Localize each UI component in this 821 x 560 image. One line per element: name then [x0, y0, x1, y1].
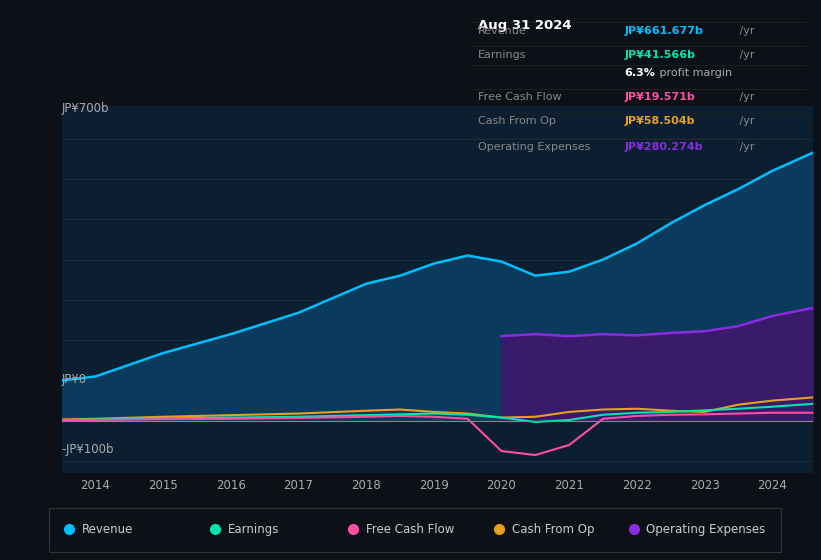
Text: Earnings: Earnings: [478, 50, 526, 60]
Text: Operating Expenses: Operating Expenses: [478, 142, 590, 152]
Text: Revenue: Revenue: [478, 26, 526, 36]
Text: JP¥41.566b: JP¥41.566b: [624, 50, 695, 60]
Text: /yr: /yr: [736, 26, 754, 36]
Text: JP¥280.274b: JP¥280.274b: [624, 142, 703, 152]
Text: Operating Expenses: Operating Expenses: [646, 522, 765, 536]
Text: profit margin: profit margin: [656, 68, 732, 78]
Text: JP¥19.571b: JP¥19.571b: [624, 92, 695, 102]
Text: Revenue: Revenue: [82, 522, 134, 536]
Text: /yr: /yr: [736, 142, 754, 152]
Text: 6.3%: 6.3%: [624, 68, 655, 78]
Text: Free Cash Flow: Free Cash Flow: [478, 92, 562, 102]
Text: JP¥661.677b: JP¥661.677b: [624, 26, 704, 36]
Text: /yr: /yr: [736, 50, 754, 60]
Text: Earnings: Earnings: [228, 522, 279, 536]
Text: /yr: /yr: [736, 116, 754, 126]
Text: Cash From Op: Cash From Op: [511, 522, 594, 536]
Text: -JP¥100b: -JP¥100b: [62, 444, 114, 456]
Text: /yr: /yr: [736, 92, 754, 102]
Text: Free Cash Flow: Free Cash Flow: [366, 522, 454, 536]
Text: JP¥58.504b: JP¥58.504b: [624, 116, 695, 126]
Text: Cash From Op: Cash From Op: [478, 116, 556, 126]
Text: JP¥700b: JP¥700b: [62, 102, 109, 115]
Text: Aug 31 2024: Aug 31 2024: [478, 18, 571, 32]
Text: JP¥0: JP¥0: [62, 374, 87, 386]
